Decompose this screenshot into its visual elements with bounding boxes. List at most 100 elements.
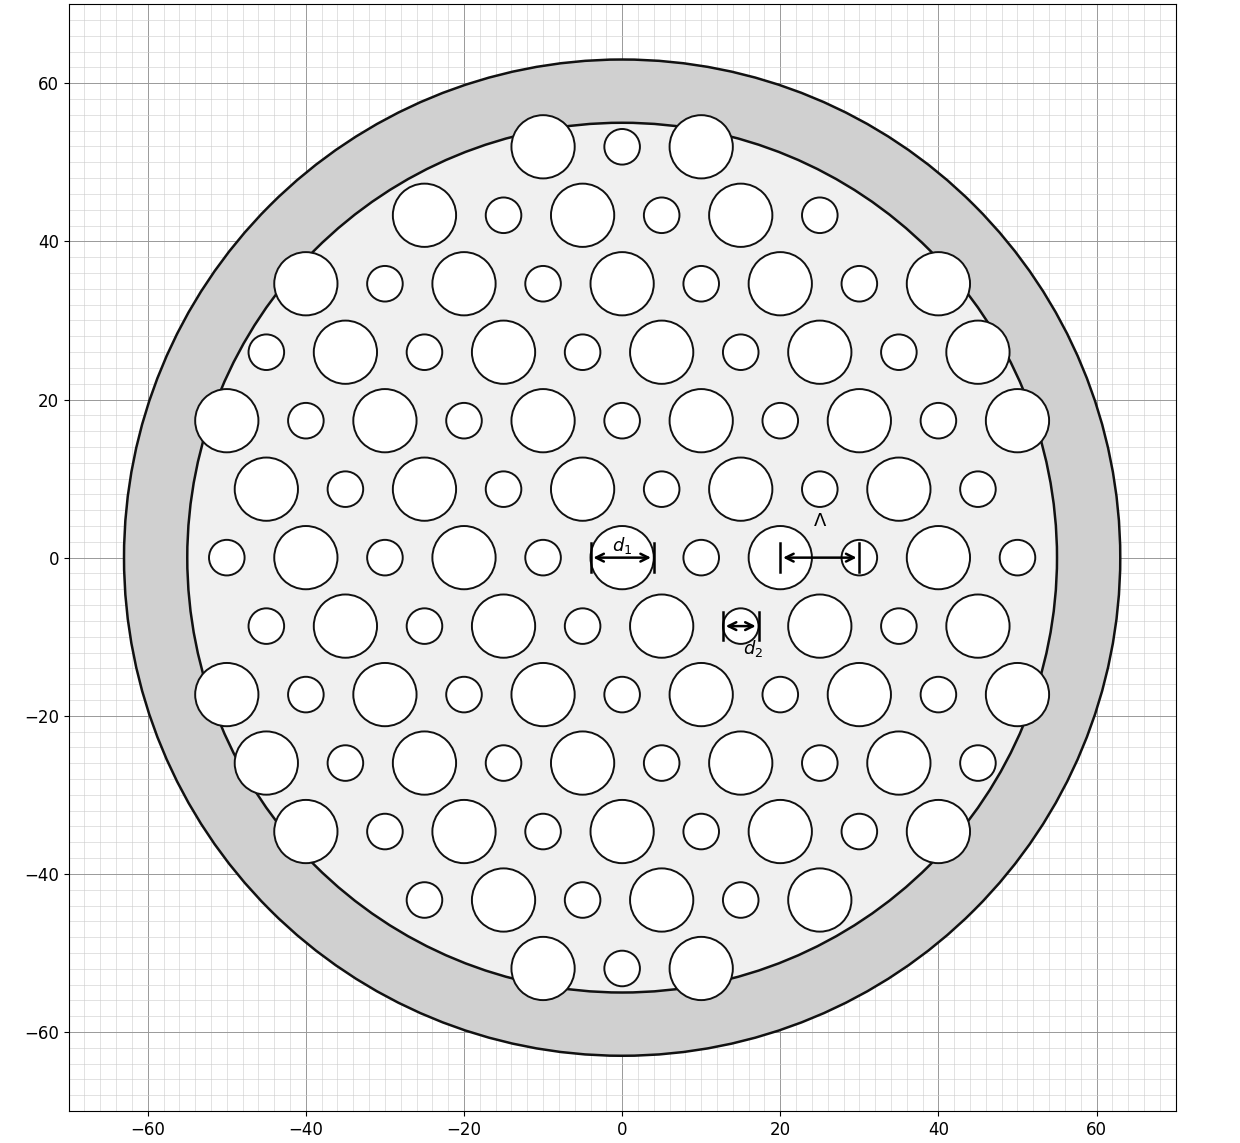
Circle shape bbox=[946, 594, 1009, 657]
Circle shape bbox=[882, 608, 916, 644]
Circle shape bbox=[248, 335, 284, 370]
Circle shape bbox=[644, 745, 680, 781]
Circle shape bbox=[828, 389, 892, 453]
Circle shape bbox=[828, 663, 892, 726]
Circle shape bbox=[433, 253, 496, 315]
Circle shape bbox=[960, 745, 996, 781]
Text: $\Lambda$: $\Lambda$ bbox=[812, 512, 827, 530]
Circle shape bbox=[124, 59, 1120, 1056]
Circle shape bbox=[195, 389, 258, 453]
Circle shape bbox=[763, 402, 799, 439]
Text: $d_1$: $d_1$ bbox=[613, 535, 632, 557]
Circle shape bbox=[960, 471, 996, 507]
Circle shape bbox=[683, 814, 719, 849]
Circle shape bbox=[986, 389, 1049, 453]
Circle shape bbox=[946, 320, 1009, 384]
Circle shape bbox=[353, 663, 417, 726]
Circle shape bbox=[670, 115, 733, 178]
Circle shape bbox=[882, 335, 916, 370]
Circle shape bbox=[723, 335, 759, 370]
Circle shape bbox=[644, 471, 680, 507]
Circle shape bbox=[195, 663, 258, 726]
Circle shape bbox=[472, 594, 536, 657]
Circle shape bbox=[709, 732, 773, 794]
Circle shape bbox=[327, 471, 363, 507]
Circle shape bbox=[234, 457, 298, 521]
Circle shape bbox=[486, 745, 521, 781]
Circle shape bbox=[763, 677, 799, 712]
Circle shape bbox=[486, 198, 521, 233]
Circle shape bbox=[802, 198, 837, 233]
Circle shape bbox=[986, 663, 1049, 726]
Circle shape bbox=[526, 266, 560, 302]
Circle shape bbox=[789, 320, 852, 384]
Circle shape bbox=[407, 882, 443, 918]
Circle shape bbox=[802, 471, 837, 507]
Circle shape bbox=[590, 253, 653, 315]
Circle shape bbox=[288, 402, 324, 439]
Circle shape bbox=[486, 471, 521, 507]
Circle shape bbox=[248, 608, 284, 644]
Circle shape bbox=[630, 594, 693, 657]
Circle shape bbox=[630, 320, 693, 384]
Circle shape bbox=[511, 663, 574, 726]
Circle shape bbox=[842, 266, 877, 302]
Circle shape bbox=[274, 800, 337, 863]
Circle shape bbox=[749, 253, 812, 315]
Circle shape bbox=[393, 184, 456, 247]
Circle shape bbox=[590, 800, 653, 863]
Circle shape bbox=[789, 594, 852, 657]
Circle shape bbox=[630, 869, 693, 932]
Circle shape bbox=[367, 539, 403, 575]
Circle shape bbox=[407, 335, 443, 370]
Circle shape bbox=[511, 937, 574, 1000]
Circle shape bbox=[314, 594, 377, 657]
Circle shape bbox=[604, 129, 640, 165]
Circle shape bbox=[526, 814, 560, 849]
Circle shape bbox=[327, 745, 363, 781]
Circle shape bbox=[670, 937, 733, 1000]
Circle shape bbox=[314, 320, 377, 384]
Circle shape bbox=[906, 800, 970, 863]
Circle shape bbox=[274, 253, 337, 315]
Circle shape bbox=[920, 402, 956, 439]
Circle shape bbox=[842, 539, 877, 575]
Circle shape bbox=[789, 869, 852, 932]
Circle shape bbox=[564, 882, 600, 918]
Circle shape bbox=[906, 253, 970, 315]
Circle shape bbox=[288, 677, 324, 712]
Circle shape bbox=[564, 335, 600, 370]
Circle shape bbox=[433, 526, 496, 590]
Circle shape bbox=[906, 526, 970, 590]
Circle shape bbox=[564, 608, 600, 644]
Circle shape bbox=[274, 526, 337, 590]
Circle shape bbox=[511, 115, 574, 178]
Circle shape bbox=[670, 389, 733, 453]
Circle shape bbox=[472, 869, 536, 932]
Circle shape bbox=[604, 402, 640, 439]
Circle shape bbox=[367, 266, 403, 302]
Circle shape bbox=[723, 882, 759, 918]
Circle shape bbox=[367, 814, 403, 849]
Circle shape bbox=[604, 951, 640, 986]
Text: $d_2$: $d_2$ bbox=[743, 638, 763, 660]
Circle shape bbox=[187, 122, 1056, 992]
Circle shape bbox=[393, 457, 456, 521]
Circle shape bbox=[353, 389, 417, 453]
Circle shape bbox=[590, 526, 653, 590]
Circle shape bbox=[723, 608, 759, 644]
Circle shape bbox=[683, 539, 719, 575]
Circle shape bbox=[446, 677, 482, 712]
Circle shape bbox=[511, 389, 574, 453]
Circle shape bbox=[749, 800, 812, 863]
Circle shape bbox=[446, 402, 482, 439]
Circle shape bbox=[842, 814, 877, 849]
Circle shape bbox=[393, 732, 456, 794]
Circle shape bbox=[802, 745, 837, 781]
Circle shape bbox=[472, 320, 536, 384]
Circle shape bbox=[433, 800, 496, 863]
Circle shape bbox=[604, 677, 640, 712]
Circle shape bbox=[670, 663, 733, 726]
Circle shape bbox=[644, 198, 680, 233]
Circle shape bbox=[749, 526, 812, 590]
